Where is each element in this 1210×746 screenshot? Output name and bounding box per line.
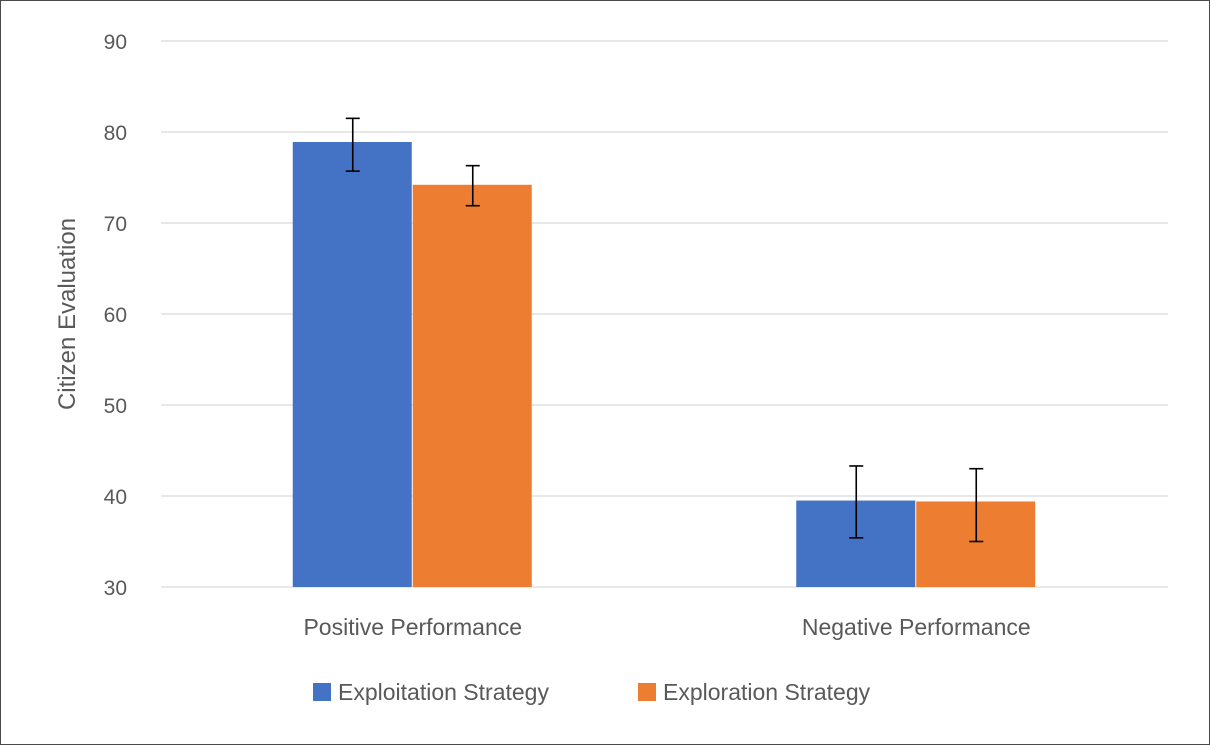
x-category-label: Positive Performance bbox=[303, 614, 522, 640]
y-tick-label: 80 bbox=[104, 122, 127, 145]
y-tick-label: 40 bbox=[104, 486, 127, 509]
y-axis-title: Citizen Evaluation bbox=[54, 218, 81, 410]
legend-swatch bbox=[313, 683, 331, 701]
legend-label: Exploration Strategy bbox=[663, 679, 871, 705]
legend-swatch bbox=[638, 683, 656, 701]
legend-label: Exploitation Strategy bbox=[338, 679, 549, 705]
bar bbox=[412, 184, 532, 587]
y-tick-label: 60 bbox=[104, 304, 127, 327]
error-bars bbox=[345, 117, 984, 543]
x-axis-categories: Positive Performance Negative Performance bbox=[303, 614, 1030, 640]
y-axis-ticks: 30 40 50 60 70 80 90 bbox=[104, 31, 127, 600]
y-tick-label: 50 bbox=[104, 395, 127, 418]
y-tick-label: 30 bbox=[104, 577, 127, 600]
bar bbox=[292, 142, 412, 587]
y-tick-label: 70 bbox=[104, 213, 127, 236]
legend: Exploitation Strategy Exploration Strateg… bbox=[313, 679, 871, 705]
x-category-label: Negative Performance bbox=[802, 614, 1031, 640]
y-tick-label: 90 bbox=[104, 31, 127, 54]
bars bbox=[292, 142, 1036, 587]
